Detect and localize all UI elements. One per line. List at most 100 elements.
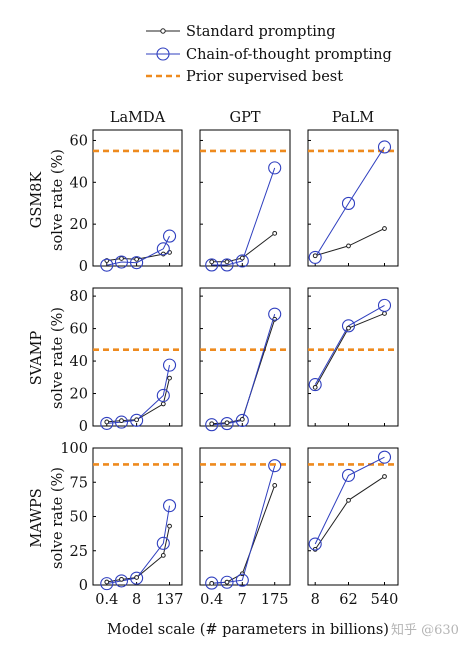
panel-svamp-lamda: 0 20 40 60 80 — [70, 287, 183, 435]
standard-point — [134, 575, 140, 580]
cot-point — [100, 258, 114, 272]
standard-point — [104, 579, 110, 585]
y-tick-label: 25 — [70, 544, 88, 560]
cot-series-line — [211, 465, 276, 584]
standard-point — [224, 259, 230, 265]
cot-point — [130, 571, 144, 585]
y-tick-label: 60 — [70, 322, 88, 338]
panel-frame — [307, 447, 399, 586]
x-tick-label: 7 — [238, 592, 247, 608]
cot-point — [308, 250, 322, 264]
x-tick-label: 62 — [339, 592, 357, 608]
y-tick-label: 50 — [70, 510, 88, 526]
standard-point — [119, 576, 124, 582]
cot-point — [220, 417, 234, 431]
standard-point — [272, 483, 278, 488]
cot-series-line — [314, 146, 385, 258]
cot-point — [114, 574, 129, 588]
standard-point — [382, 474, 387, 479]
ylabel-mawps: solve rate (%) — [50, 467, 66, 569]
cot-point — [220, 575, 234, 589]
standard-point — [239, 255, 245, 261]
row-title-svamp: SVAMP — [29, 331, 45, 386]
legend: Standard prompting Chain-of-thought prom… — [146, 24, 392, 85]
cot-series-line — [211, 313, 276, 426]
cot-point — [220, 258, 234, 272]
legend-standard-label: Standard prompting — [186, 24, 336, 40]
cot-point — [130, 256, 144, 270]
standard-point — [160, 401, 166, 407]
y-tick-label: 20 — [70, 217, 88, 233]
legend-cot-label: Chain-of-thought prompting — [186, 47, 392, 63]
cot-series-line — [314, 456, 385, 545]
panel-frame — [92, 447, 183, 586]
standard-point — [160, 553, 166, 558]
standard-point — [134, 417, 140, 423]
standard-series-line — [211, 319, 276, 425]
cot-point — [114, 255, 129, 269]
standard-point — [239, 416, 245, 422]
cot-point — [162, 499, 177, 513]
y-tick-label: 20 — [70, 387, 88, 403]
cot-point — [100, 416, 114, 430]
y-tick-label: 60 — [70, 133, 88, 149]
panel-frame — [199, 447, 291, 586]
panel-frame — [92, 287, 183, 427]
row-title-mawps: MAWPS — [29, 488, 45, 547]
cot-series-line — [211, 167, 276, 266]
cot-point — [377, 140, 392, 154]
standard-point — [209, 421, 215, 427]
legend-cot-marker — [156, 47, 170, 61]
cot-point — [162, 358, 177, 372]
cot-point — [156, 388, 170, 403]
cot-point — [205, 418, 219, 432]
standard-point — [209, 259, 215, 265]
column-title-palm: PaLM — [332, 110, 374, 126]
cot-point — [114, 415, 129, 429]
cot-point — [235, 413, 249, 428]
x-tick-label: 540 — [371, 592, 399, 608]
standard-point — [167, 375, 172, 381]
x-axis-label: Model scale (# parameters in billions) — [107, 622, 389, 638]
cot-point — [341, 319, 356, 333]
cot-point — [308, 537, 322, 551]
standard-point — [119, 418, 124, 424]
x-tick-label: 175 — [261, 592, 289, 608]
standard-point — [382, 311, 387, 316]
panel-frame — [92, 129, 183, 267]
y-tick-label: 40 — [70, 354, 88, 370]
cot-point — [377, 298, 392, 312]
cot-point — [308, 378, 322, 392]
standard-point — [224, 420, 230, 426]
cot-point — [377, 450, 392, 464]
panel-mawps-gpt: 0.4 7 175 — [199, 447, 291, 608]
panel-mawps-lamda: 0 25 50 75 100 0.4 8 137 — [60, 441, 183, 608]
standard-point — [382, 226, 387, 231]
row-title-gsm8k: GSM8K — [29, 171, 45, 229]
panel-gsm8k-palm — [307, 129, 399, 267]
y-tick-label: 75 — [70, 475, 88, 491]
y-tick-label: 0 — [79, 259, 88, 275]
standard-series-line — [314, 476, 385, 550]
x-tick-label: 0.4 — [95, 592, 118, 608]
x-tick-label: 8 — [132, 592, 141, 608]
y-tick-label: 40 — [70, 175, 88, 191]
cot-point — [205, 576, 219, 590]
standard-point — [160, 251, 166, 257]
column-title-gpt: GPT — [229, 110, 260, 126]
standard-point — [104, 419, 110, 425]
y-tick-label: 0 — [79, 578, 88, 594]
ylabel-svamp: solve rate (%) — [50, 307, 66, 409]
cot-point — [268, 459, 282, 473]
standard-point — [312, 253, 318, 259]
cot-point — [205, 258, 219, 272]
standard-series-line — [211, 233, 276, 263]
standard-point — [209, 580, 215, 586]
cot-series-line — [106, 235, 170, 266]
cot-point — [100, 577, 114, 591]
panel-svamp-palm — [307, 287, 399, 427]
column-title-lamda: LaMDA — [110, 110, 166, 126]
cot-point — [162, 229, 177, 243]
panels: 0 20 40 60 0 20 40 60 80 0 25 50 75 100 0.4 8 137 0.4 7 175… — [60, 129, 399, 608]
standard-series-line — [106, 525, 170, 583]
